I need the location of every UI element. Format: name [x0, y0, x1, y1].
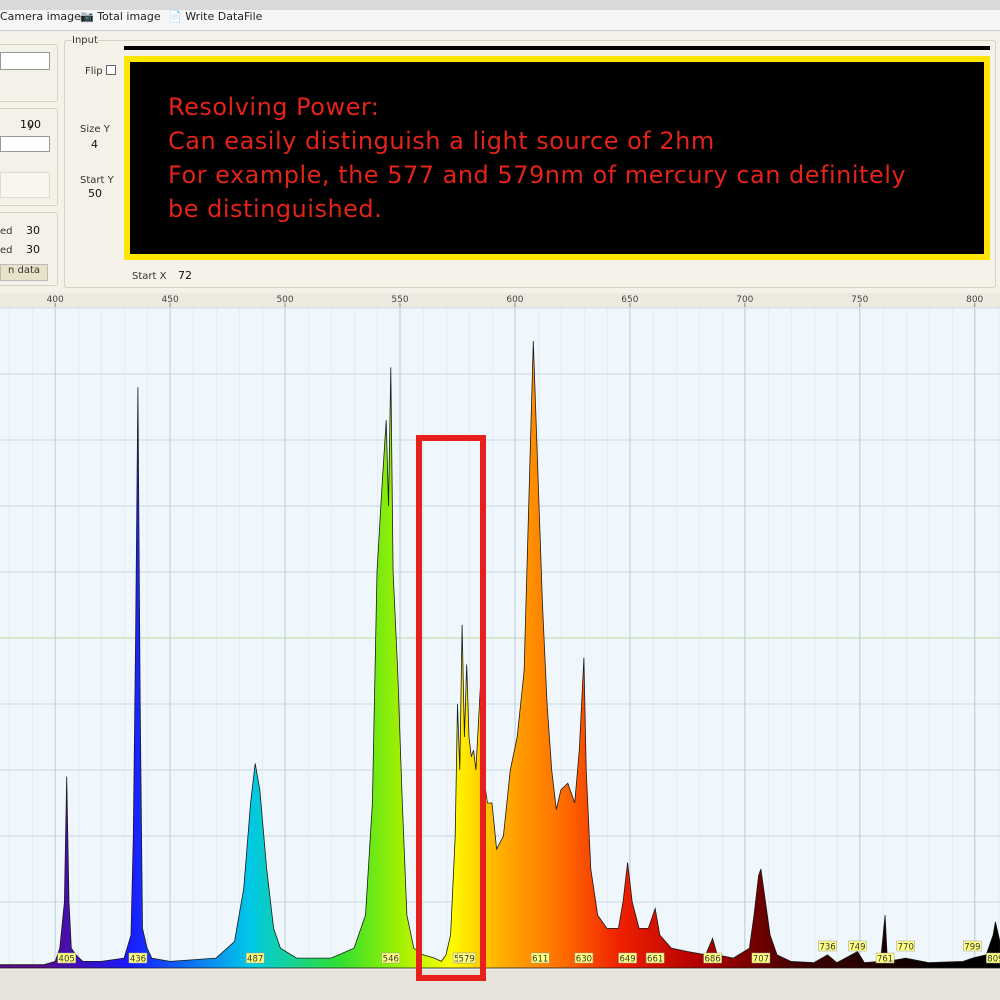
peak-label: 630 — [576, 955, 592, 965]
peak-label: 809 — [987, 955, 1000, 965]
peak-label-bg — [457, 952, 476, 964]
peak-label: 749 — [849, 943, 865, 953]
spectrum-area — [0, 340, 1000, 969]
annotation-line: be distinguished. — [168, 195, 383, 223]
image-strip — [124, 46, 990, 50]
dropdown[interactable] — [0, 136, 50, 152]
x-tick-label: 650 — [621, 295, 638, 305]
checkbox[interactable] — [106, 65, 116, 75]
peak-label-bg — [245, 952, 265, 964]
x-tick-label: 400 — [47, 295, 64, 305]
field-value[interactable]: 30 — [26, 224, 40, 237]
peak-label: 405 — [59, 955, 75, 965]
peak-label: 546 — [383, 955, 399, 965]
annotation-line: Can easily distinguish a light source of… — [168, 127, 715, 155]
group-box — [64, 40, 996, 288]
peak-label: 686 — [705, 955, 721, 965]
peak-label: 436 — [130, 955, 146, 965]
button[interactable]: n data — [0, 264, 48, 281]
highlight-box — [416, 435, 486, 981]
status-strip — [0, 970, 1000, 1000]
field-label: Size Y — [80, 124, 110, 135]
dropdown[interactable] — [0, 52, 50, 70]
group-box — [0, 108, 58, 206]
toolbar-label: Write DataFile — [185, 10, 263, 23]
annotation-box: Resolving Power: Can easily distinguish … — [124, 56, 990, 260]
peak-label: 799 — [964, 943, 980, 953]
x-tick-label: 750 — [851, 295, 868, 305]
toolbar-button[interactable]: 📷 Total image — [80, 10, 161, 23]
peak-label: 761 — [877, 955, 893, 965]
peak-label: 770 — [898, 943, 914, 953]
peak-label-bg — [963, 940, 982, 952]
toolbar-label: Total image — [97, 10, 161, 23]
axis-strip — [0, 293, 1000, 307]
peak-label-bg — [381, 952, 401, 964]
x-tick-label: 500 — [276, 295, 293, 305]
peak-label: 611 — [532, 955, 548, 965]
text-box[interactable] — [0, 172, 50, 198]
peak-label-bg — [618, 952, 637, 964]
checkbox-label: Flip — [85, 66, 103, 77]
peak-label-bg — [57, 952, 76, 964]
x-tick-label: 450 — [162, 295, 179, 305]
group-title: Input — [72, 35, 98, 46]
peak-label-bg — [896, 940, 915, 952]
field-label: Start Y — [80, 175, 114, 186]
field-value[interactable]: 50 — [88, 187, 102, 200]
spectrum-chart: 400 450 500 550 600 650 700 750 800 405 436 487 546 5… — [0, 293, 1000, 1000]
field-label: y — [28, 120, 34, 131]
title-strip — [0, 0, 1000, 10]
peak-label-bg — [848, 940, 867, 952]
field-value[interactable]: 72 — [178, 269, 192, 282]
peak-label-bg — [875, 952, 895, 964]
peak-label: 661 — [647, 955, 663, 965]
x-tick-label: 600 — [506, 295, 523, 305]
annotation-line: For example, the 577 and 579nm of mercur… — [168, 161, 907, 189]
peak-label: 649 — [619, 955, 635, 965]
peak-label-bg — [530, 952, 550, 964]
field-label: ed — [0, 226, 13, 237]
annotation-line: Resolving Power: — [168, 93, 380, 121]
toolbar-button[interactable]: 📄 Write DataFile — [168, 10, 263, 23]
peak-label-bg — [986, 952, 1000, 964]
field-label: ed — [0, 245, 13, 256]
toolbar — [0, 10, 1000, 31]
group-box — [0, 44, 58, 102]
peak-label: 579 — [459, 955, 475, 965]
group-box — [0, 212, 58, 286]
field-value[interactable]: 100 — [20, 118, 41, 131]
field-value[interactable]: 4 — [91, 138, 98, 151]
peak-label-bg — [818, 940, 837, 952]
field-label: Start X — [132, 271, 167, 282]
peak-label-bg — [645, 952, 665, 964]
peak-label-bg — [574, 952, 594, 964]
peak-label: 707 — [753, 955, 769, 965]
peak-label-bg — [128, 952, 148, 964]
x-tick-label: 550 — [391, 295, 408, 305]
x-tick-label: 800 — [966, 295, 983, 305]
x-tick-label: 700 — [736, 295, 753, 305]
peak-label: 736 — [819, 943, 835, 953]
toolbar-button[interactable]: Camera image — [0, 10, 81, 23]
peak-label: 487 — [247, 955, 263, 965]
peak-label-bg — [751, 952, 771, 964]
field-value[interactable]: 30 — [26, 243, 40, 256]
peak-label-bg — [703, 952, 722, 964]
